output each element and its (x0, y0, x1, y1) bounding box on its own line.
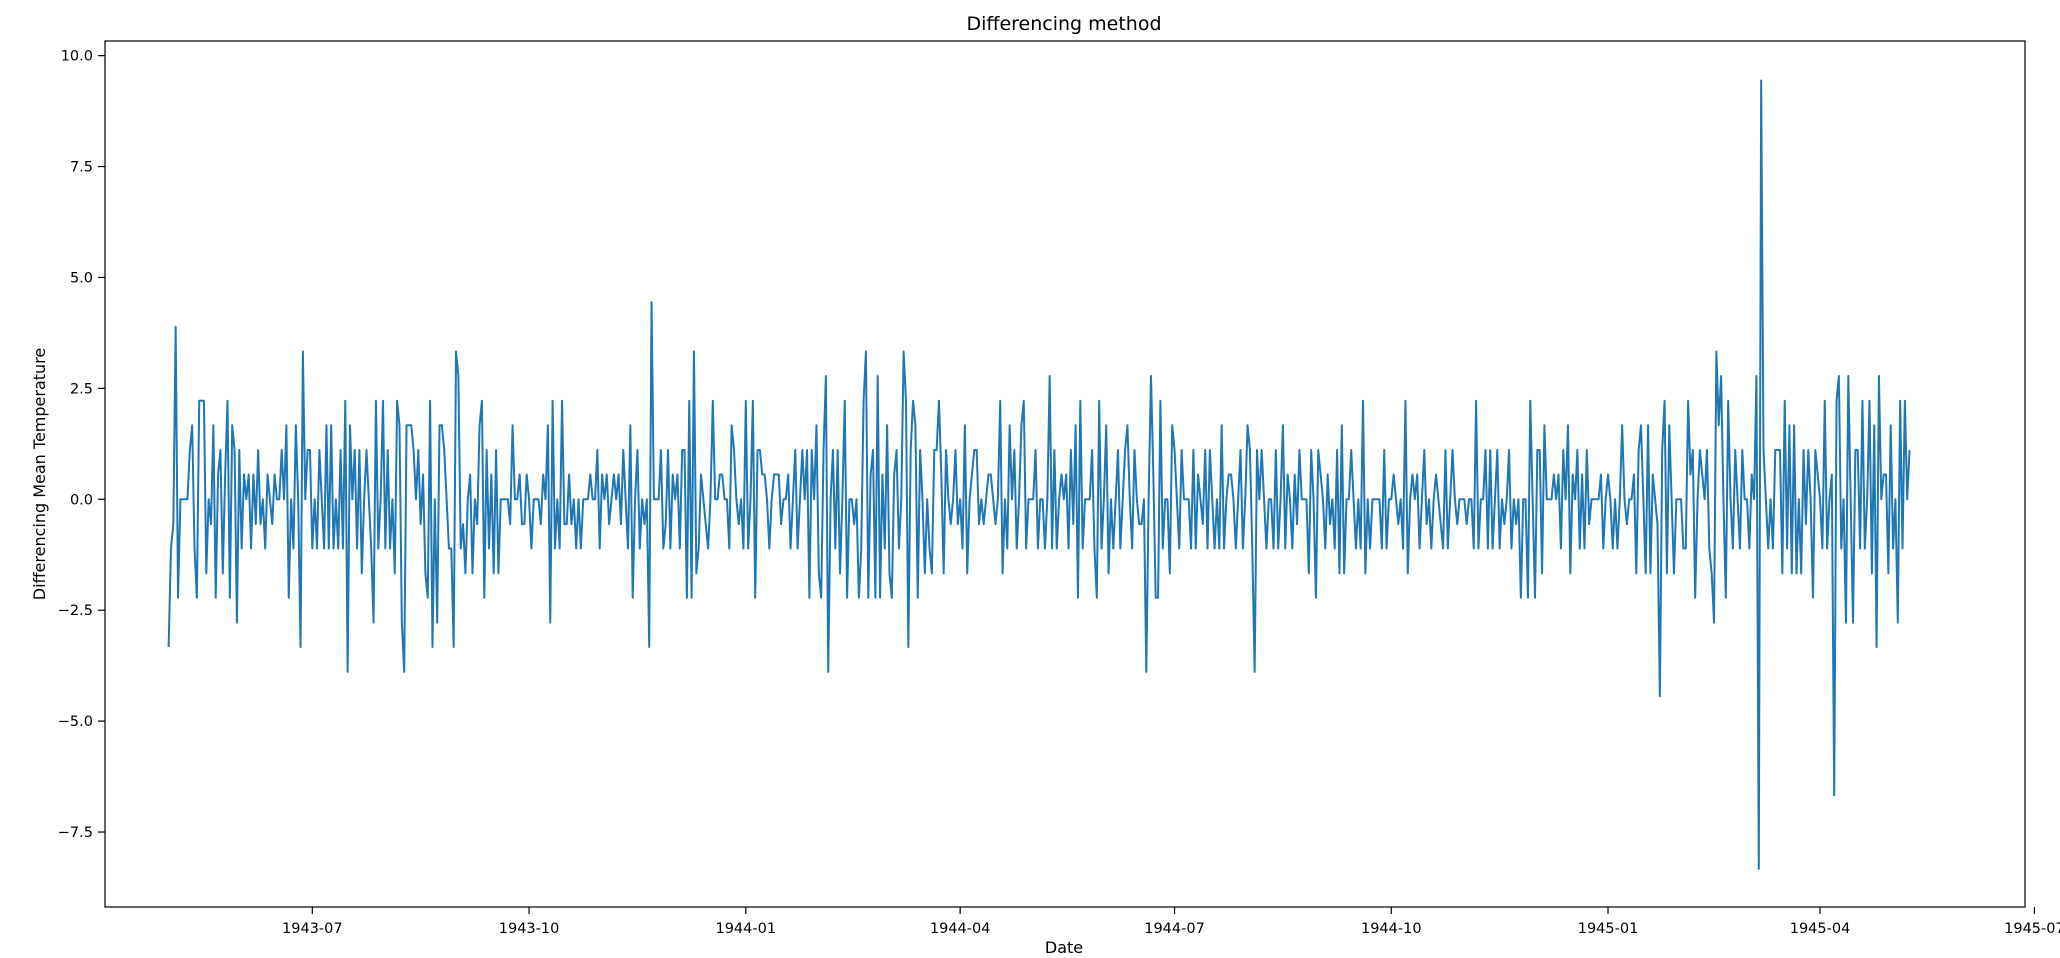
y-tick-label: 7.5 (70, 160, 93, 176)
x-tick-label: 1945-04 (1790, 921, 1851, 937)
x-tick-label: 1944-04 (930, 921, 991, 937)
x-tick-label: 1943-10 (499, 921, 560, 937)
y-tick-label: −5.0 (58, 714, 93, 730)
x-tick-label: 1943-07 (282, 921, 343, 937)
y-tick-label: 2.5 (70, 381, 93, 397)
y-axis: 10.0 7.5 5.0 2.5 0.0 −2.5 −5.0 −7.5 (58, 49, 105, 841)
y-tick-label: 5.0 (70, 270, 93, 286)
chart-title: Differencing method (966, 13, 1161, 35)
x-tick-label: 1945-07 (2004, 921, 2060, 937)
x-tick-label: 1945-01 (1578, 921, 1639, 937)
y-tick-label: 0.0 (70, 492, 93, 508)
series-layer (167, 79, 1911, 870)
x-axis: 1943-07 1943-10 1944-01 1944-04 1944-07 1944-… (282, 907, 2060, 937)
x-axis-label: Date (1045, 938, 1083, 957)
y-tick-label: 10.0 (61, 49, 93, 65)
x-tick-label: 1944-07 (1144, 921, 1205, 937)
y-tick-label: −2.5 (58, 603, 93, 619)
x-tick-label: 1944-10 (1361, 921, 1422, 937)
series-line-0 (167, 79, 1911, 870)
y-axis-label: Differencing Mean Temperature (30, 348, 49, 601)
x-tick-label: 1944-01 (715, 921, 776, 937)
plot-frame (104, 40, 2026, 908)
y-tick-label: −7.5 (58, 825, 93, 841)
